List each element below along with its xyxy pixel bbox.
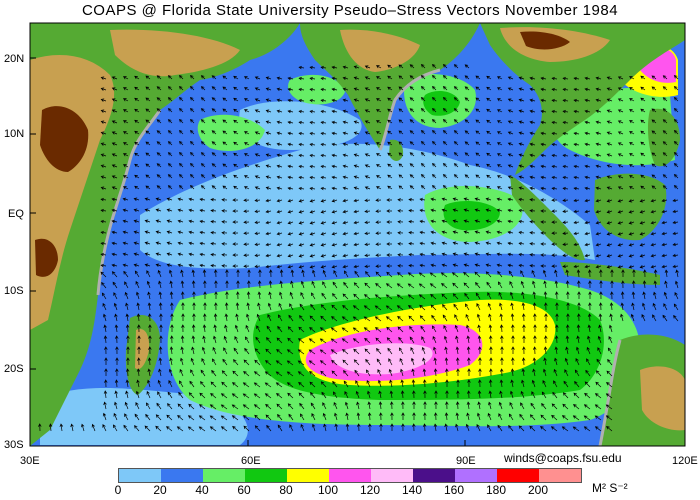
colorbar-swatch-2: [203, 469, 245, 482]
colorbar-swatch-8: [455, 469, 497, 482]
australia-highland: [640, 366, 685, 431]
colorbar-swatch-10: [539, 469, 581, 482]
colorbar-units: M² S⁻²: [592, 481, 628, 495]
wind-arrow-field: [38, 63, 679, 432]
asia-mountains: [520, 31, 570, 50]
moderate-stress-zone-arabian: [288, 74, 345, 105]
colorbar-swatch-4: [287, 469, 329, 482]
lon-label-120e: 120E: [672, 455, 698, 467]
map-title: COAPS @ Florida State University Pseudo–…: [81, 2, 619, 19]
wind-vectors: [38, 63, 679, 432]
india-highland: [340, 29, 420, 72]
malay-peninsula-land: [510, 175, 585, 261]
lat-label-20s: 20S: [4, 363, 24, 375]
africa-mountains-south: [35, 238, 58, 277]
shoreline-africa: [96, 109, 162, 296]
colorbar-tick-80: 80: [279, 483, 293, 497]
colorbar-tick-120: 120: [359, 483, 381, 497]
colorbar-swatch-7: [413, 469, 455, 482]
colorbar-tick-60: 60: [237, 483, 251, 497]
sri-lanka-land: [389, 139, 404, 161]
colorbar-tick-0: 0: [114, 483, 122, 497]
india-land: [300, 23, 480, 150]
strong-stress-zone-east: [443, 200, 500, 231]
colorbar-swatch-1: [161, 469, 203, 482]
colorbar-swatch-6: [371, 469, 413, 482]
arabia-highland: [110, 29, 240, 77]
colorbar-tick-140: 140: [401, 483, 423, 497]
lon-label-30e: 30E: [20, 455, 40, 467]
africa-mountains: [40, 106, 89, 172]
colorbar-swatch-5: [329, 469, 371, 482]
colorbar-swatch-9: [497, 469, 539, 482]
colorbar-tick-160: 160: [443, 483, 465, 497]
shoreline-australia: [598, 339, 622, 447]
southeast-asia-land: [480, 23, 685, 175]
lat-label-10n: 10N: [4, 128, 25, 140]
low-stress-zone-north: [239, 101, 362, 150]
colorbar-swatch-3: [245, 469, 287, 482]
colorbar-tick-200: 200: [527, 483, 549, 497]
lat-label-20n: 20N: [4, 53, 25, 65]
credit-email: winds@coaps.fsu.edu: [504, 451, 622, 465]
shoreline-india: [378, 68, 441, 151]
colorbar-tick-180: 180: [485, 483, 507, 497]
lon-label-90e: 90E: [456, 455, 476, 467]
lat-label-10s: 10S: [4, 285, 24, 297]
lat-label-30s: 30S: [4, 439, 24, 451]
colorbar: [118, 468, 582, 483]
borneo-land: [594, 173, 667, 241]
lon-label-60e: 60E: [241, 455, 261, 467]
philippines-land: [647, 108, 680, 167]
java-land: [560, 262, 660, 285]
colorbar-tick-20: 20: [153, 483, 167, 497]
colorbar-swatch-0: [119, 469, 161, 482]
lat-label-eq: EQ: [8, 208, 24, 220]
colorbar-tick-40: 40: [195, 483, 209, 497]
map-frame: [29, 22, 686, 447]
colorbar-tick-100: 100: [317, 483, 339, 497]
